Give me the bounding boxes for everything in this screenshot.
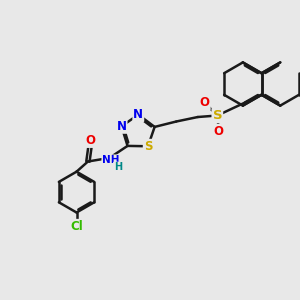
Text: O: O: [214, 124, 224, 138]
Text: S: S: [212, 109, 222, 122]
Text: N: N: [133, 108, 143, 121]
Text: S: S: [144, 140, 152, 153]
Text: O: O: [85, 134, 95, 147]
Text: N: N: [116, 120, 127, 133]
Text: H: H: [114, 163, 122, 172]
Text: NH: NH: [102, 155, 120, 165]
Text: O: O: [200, 96, 210, 110]
Text: Cl: Cl: [70, 220, 83, 233]
